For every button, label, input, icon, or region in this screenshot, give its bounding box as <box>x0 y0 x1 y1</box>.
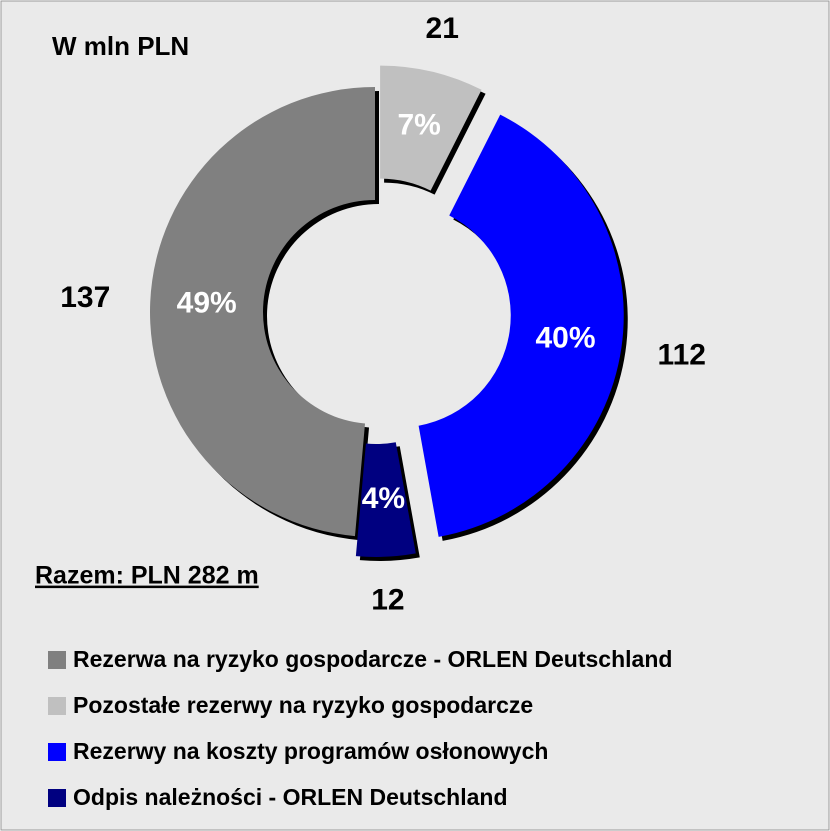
share-label: 7% <box>397 109 440 142</box>
legend-label: Odpis należności - ORLEN Deutschland <box>73 784 508 810</box>
chart-title: W mln PLN <box>52 31 189 61</box>
share-label: 4% <box>362 482 405 515</box>
value-label: 112 <box>658 339 706 372</box>
value-label: 12 <box>371 584 404 617</box>
legend-label: Rezerwa na ryzyko gospodarcze - ORLEN De… <box>73 646 672 672</box>
share-label: 49% <box>177 286 237 319</box>
segment <box>355 442 416 557</box>
segment <box>418 114 624 537</box>
legend-swatch <box>48 789 66 807</box>
share-label: 40% <box>535 322 595 355</box>
segment <box>150 87 375 537</box>
legend-label: Pozostałe rezerwy na ryzyko gospodarcze <box>73 692 533 718</box>
annotation: Razem: PLN 282 m <box>35 562 259 590</box>
segment <box>380 65 482 191</box>
value-label: 21 <box>426 12 459 45</box>
legend-swatch <box>48 743 66 761</box>
legend-swatch <box>48 697 66 715</box>
legend-swatch <box>48 651 66 669</box>
value-label: 137 <box>60 281 110 314</box>
legend-label: Rezerwy na koszty programów osłonowych <box>73 738 548 764</box>
